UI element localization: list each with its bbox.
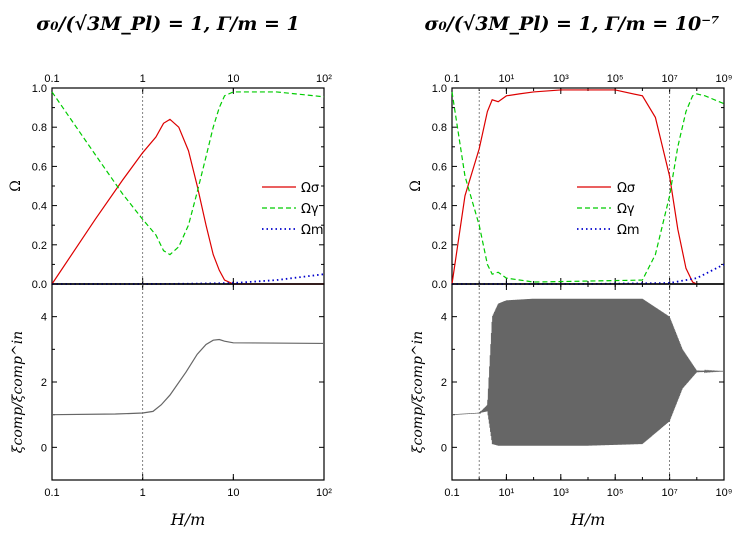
x-tick-label: 10³ — [553, 73, 569, 85]
left-xlabel: H/m — [170, 510, 206, 529]
series-matter-line — [52, 273, 325, 285]
right-legend-sigma: Ωσ — [617, 181, 635, 196]
right-lower-ylabel: ξcomp/ξcomp^in — [410, 331, 426, 453]
y-tick-label: 2 — [41, 377, 47, 389]
series-sigma-line — [51, 118, 324, 285]
x-tick-label: 10⁹ — [716, 73, 733, 85]
right-upper-vlines — [478, 88, 670, 284]
left-upper-series — [51, 91, 325, 285]
left-lower-series — [51, 338, 325, 416]
y-tick-label: 1.0 — [32, 83, 47, 95]
y-tick-label: 0.4 — [432, 201, 447, 213]
left-legend-gamma: Ωγ — [301, 202, 319, 217]
x-tick-label: 10⁵ — [607, 487, 624, 499]
left-legend: Ωσ Ωγ Ωm — [262, 181, 324, 238]
y-tick-label: 0.8 — [432, 122, 447, 134]
right-legend: Ωσ Ωγ Ωm — [577, 181, 640, 238]
right-xlabel: H/m — [570, 510, 606, 529]
y-tick-label: 0.2 — [32, 240, 47, 252]
x-tick-label: 10⁷ — [661, 73, 677, 85]
y-tick-label: 0.0 — [432, 279, 447, 291]
right-lower-panel: 0 2 4 0.1 10¹ 10³ 10⁵ 10⁷ 10⁹ ξcomp/ξcomp^in H/m — [410, 283, 733, 529]
left-upper-ticks: 0.0 0.2 0.4 0.6 0.8 1.00.1 1 10 10² — [32, 73, 333, 291]
y-tick-label: 0.8 — [32, 122, 47, 134]
x-tick-label: 10² — [316, 73, 332, 85]
right-upper-ticks: 0.0 0.2 0.4 0.6 0.8 1.00.1 10¹ 10³ 10⁵ 10⁷ 10⁹ — [432, 73, 733, 291]
x-tick-label: 0.1 — [44, 487, 59, 499]
x-tick-label: 0.1 — [44, 73, 59, 85]
right-legend-matter: Ωm — [617, 223, 640, 238]
x-tick-label: 10 — [227, 487, 239, 499]
x-tick-label: 10⁹ — [716, 487, 733, 499]
y-tick-label: 0 — [41, 442, 47, 454]
right-legend-gamma: Ωγ — [617, 202, 635, 217]
xi-oscillation-series — [451, 298, 725, 446]
x-tick-label: 1 — [140, 487, 146, 499]
x-tick-label: 0.1 — [444, 73, 459, 85]
series-gamma-line — [451, 91, 725, 283]
y-tick-label: 0.6 — [32, 161, 47, 173]
x-tick-label: 10¹ — [498, 487, 514, 499]
y-tick-label: 0.2 — [432, 240, 447, 252]
right-upper-ylabel: Ω — [408, 180, 424, 192]
series-gamma-line — [51, 91, 325, 256]
y-tick-label: 0.0 — [32, 279, 47, 291]
series-sigma-line — [451, 89, 698, 285]
y-tick-label: 1.0 — [432, 83, 447, 95]
y-tick-label: 0.4 — [32, 201, 47, 213]
x-tick-label: 10⁵ — [607, 73, 624, 85]
left-legend-sigma: Ωσ — [301, 181, 319, 196]
right-title: σ₀/(√3M_Pl) = 1, Γ/m = 10⁻⁷ — [424, 13, 719, 35]
x-tick-label: 0.1 — [444, 487, 459, 499]
right-lower-ticks: 0 2 4 0.1 10¹ 10³ 10⁵ 10⁷ 10⁹ — [441, 283, 733, 499]
left-lower-ylabel: ξcomp/ξcomp^in — [10, 331, 26, 453]
y-tick-label: 4 — [441, 312, 447, 324]
x-tick-label: 10² — [316, 487, 332, 499]
y-tick-label: 0 — [441, 442, 447, 454]
y-tick-label: 4 — [41, 312, 47, 324]
left-legend-matter: Ωm — [301, 223, 324, 238]
left-upper-panel: 0.0 0.2 0.4 0.6 0.8 1.00.1 1 10 10² Ω Ωσ Ωγ Ωm — [8, 73, 332, 291]
x-tick-label: 10¹ — [498, 73, 514, 85]
right-lower-series — [451, 298, 725, 446]
xi-series-line — [51, 338, 325, 416]
x-tick-label: 10³ — [553, 487, 569, 499]
left-upper-ylabel: Ω — [8, 180, 24, 192]
y-tick-label: 0.6 — [432, 161, 447, 173]
y-tick-label: 2 — [441, 377, 447, 389]
x-tick-label: 10 — [227, 73, 239, 85]
left-lower-panel: 0 2 4 0.1 1 10 10² ξcomp/ξcomp^in H/m — [10, 283, 332, 529]
x-tick-label: 1 — [140, 73, 146, 85]
right-upper-panel: 0.0 0.2 0.4 0.6 0.8 1.00.1 10¹ 10³ 10⁵ 10⁷ 10⁹ Ω Ω… — [408, 73, 732, 291]
left-lower-ticks: 0 2 4 0.1 1 10 10² — [41, 283, 332, 499]
x-tick-label: 10⁷ — [661, 487, 677, 499]
left-title: σ₀/(√3M_Pl) = 1, Γ/m = 1 — [36, 13, 300, 35]
